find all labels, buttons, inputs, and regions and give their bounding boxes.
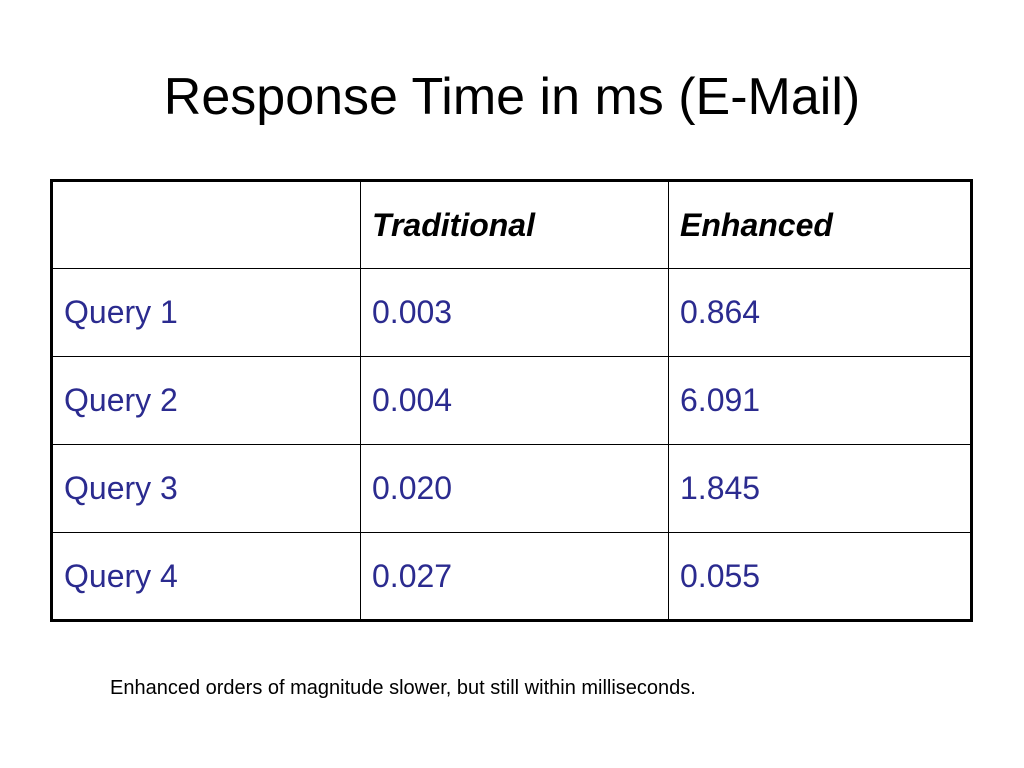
note: Enhanced orders of magnitude slower, but… (110, 677, 696, 699)
slide-title: Response Time in ms (E-Mail) (163, 68, 861, 126)
table-cell: Query 4 (51, 532, 361, 621)
header-cell: Traditional (360, 180, 669, 269)
table-cell: 0.003 (360, 268, 669, 357)
table-row: Query 4 0.027 0.055 (51, 532, 972, 621)
header-cell (51, 180, 361, 269)
table-row: Query 1 0.003 0.864 (51, 268, 972, 357)
table-row: Query 3 0.020 1.845 (51, 444, 972, 533)
header-row: Traditional Enhanced (51, 180, 972, 269)
table-cell: 0.020 (360, 444, 669, 533)
table-cell: 6.091 (668, 356, 972, 445)
table-cell: 0.027 (360, 532, 669, 621)
table-cell: Query 1 (51, 268, 361, 357)
table-cell: 0.004 (360, 356, 669, 445)
table-cell: 0.055 (668, 532, 972, 621)
table-cell: 0.864 (668, 268, 972, 357)
table-row: Query 2 0.004 6.091 (51, 356, 972, 445)
table-body: Traditional Enhanced Query 1 0.003 0.864 Quer… (51, 180, 972, 621)
table-cell: 1.845 (668, 444, 972, 533)
table-cell: Query 3 (51, 444, 361, 533)
results-table: Traditional Enhanced Query 1 0.003 0.864 Quer… (50, 179, 973, 622)
header-cell: Enhanced (668, 180, 972, 269)
table-cell: Query 2 (51, 356, 361, 445)
